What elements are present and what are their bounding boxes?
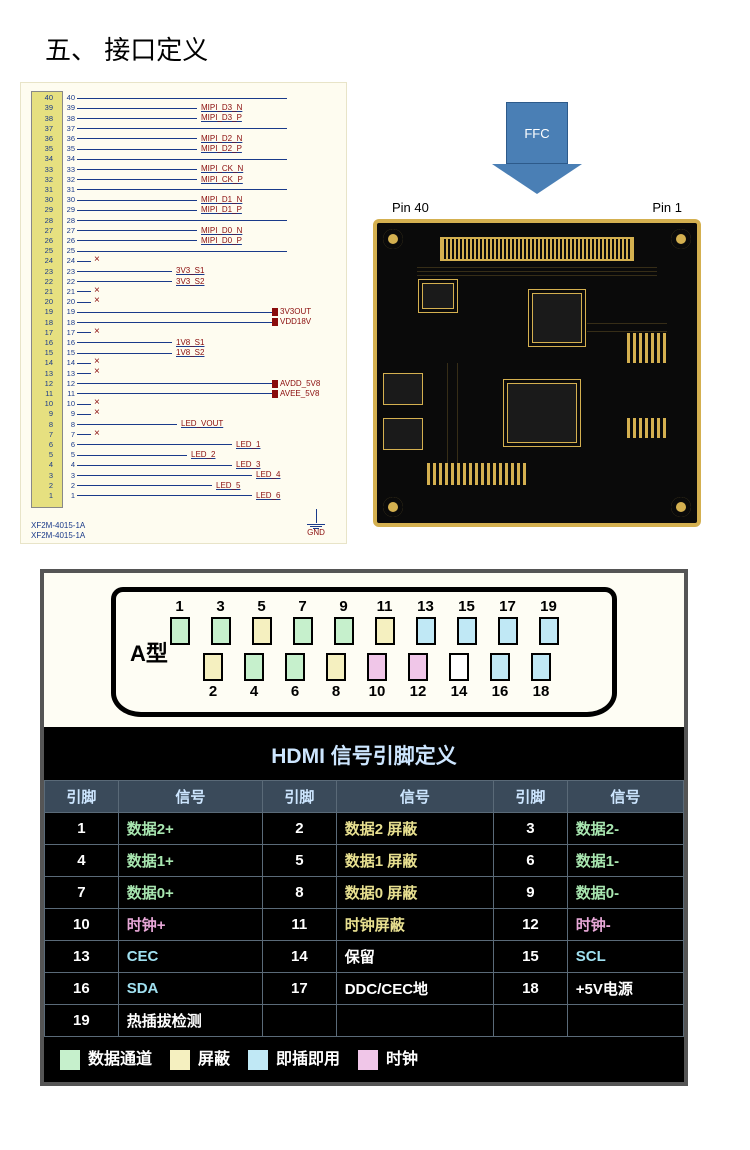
pin-row-39: 3939MIPI_D3_N bbox=[61, 103, 242, 113]
hdmi-col-header: 信号 bbox=[336, 781, 493, 813]
hdmi-pin-4: 4 bbox=[239, 651, 269, 700]
pin1-label: Pin 1 bbox=[652, 200, 682, 215]
hdmi-pin-17: 17 bbox=[493, 598, 523, 647]
hdmi-col-header: 信号 bbox=[567, 781, 683, 813]
hdmi-pin-13: 13 bbox=[411, 598, 441, 647]
hdmi-pin-18: 18 bbox=[526, 651, 556, 700]
pin-row-29: 2929MIPI_D1_P bbox=[61, 205, 242, 215]
pin40-label: Pin 40 bbox=[392, 200, 429, 215]
hdmi-pin-14: 14 bbox=[444, 651, 474, 700]
hdmi-pin-15: 15 bbox=[452, 598, 482, 647]
table-row: 1数据2+2数据2 屏蔽3数据2- bbox=[45, 813, 684, 845]
pin-row-13: 1313× bbox=[61, 368, 100, 378]
pin-row-4: 44LED_3 bbox=[61, 460, 260, 470]
hdmi-pin-1: 1 bbox=[165, 598, 195, 647]
pin-row-6: 66LED_1 bbox=[61, 440, 260, 450]
hdmi-pin-7: 7 bbox=[288, 598, 318, 647]
pin-row-38: 3838MIPI_D3_P bbox=[61, 113, 242, 123]
ffc-label: FFC bbox=[506, 102, 568, 164]
pin-row-17: 1717× bbox=[61, 328, 100, 338]
hdmi-pin-11: 11 bbox=[370, 598, 400, 647]
hdmi-legend: 数据通道屏蔽即插即用时钟 bbox=[44, 1037, 684, 1082]
hdmi-panel: A型 135791113151719 24681012141618 HDMI 信… bbox=[40, 569, 688, 1086]
pin-row-9: 99× bbox=[61, 409, 100, 419]
pin-row-22: 22223V3_S2 bbox=[61, 277, 204, 287]
pin-row-1: 11LED_6 bbox=[61, 491, 280, 501]
hdmi-pin-8: 8 bbox=[321, 651, 351, 700]
pin-row-5: 55LED_2 bbox=[61, 450, 215, 460]
pin-row-36: 3636MIPI_D2_N bbox=[61, 134, 242, 144]
pin-row-19: 19193V3OUT bbox=[61, 307, 311, 317]
pin-row-32: 3232MIPI_CK_P bbox=[61, 175, 243, 185]
legend-item: 即插即用 bbox=[246, 1045, 340, 1072]
pin-row-16: 16161V8_S1 bbox=[61, 338, 204, 348]
pin-row-31: 3131 bbox=[61, 185, 287, 195]
table-row: 10时钟+11时钟屏蔽12时钟- bbox=[45, 909, 684, 941]
hdmi-col-header: 引脚 bbox=[494, 781, 568, 813]
hdmi-col-header: 信号 bbox=[118, 781, 262, 813]
pin-row-23: 23233V3_S1 bbox=[61, 266, 204, 276]
pin-row-33: 3333MIPI_CK_N bbox=[61, 164, 243, 174]
pin-row-3: 33LED_4 bbox=[61, 470, 280, 480]
pin-row-7: 77× bbox=[61, 430, 100, 440]
pin-row-27: 2727MIPI_D0_N bbox=[61, 226, 242, 236]
pin-row-2: 22LED_5 bbox=[61, 481, 240, 491]
legend-item: 时钟 bbox=[356, 1045, 418, 1072]
hdmi-col-header: 引脚 bbox=[263, 781, 337, 813]
hdmi-pin-19: 19 bbox=[534, 598, 564, 647]
table-row: 13CEC14保留15SCL bbox=[45, 941, 684, 973]
pin-row-40: 4040 bbox=[61, 93, 287, 103]
hdmi-pin-9: 9 bbox=[329, 598, 359, 647]
hdmi-pin-3: 3 bbox=[206, 598, 236, 647]
pin-row-20: 2020× bbox=[61, 297, 100, 307]
gnd-symbol: GND bbox=[304, 509, 328, 537]
hdmi-pin-6: 6 bbox=[280, 651, 310, 700]
hdmi-pin-2: 2 bbox=[198, 651, 228, 700]
hdmi-connector-shell: A型 135791113151719 24681012141618 bbox=[111, 587, 617, 717]
page-title: 五、 接口定义 bbox=[45, 30, 730, 67]
pin-row-34: 3434 bbox=[61, 154, 287, 164]
schematic-diagram: 40403939MIPI_D3_N3838MIPI_D3_P37373636MI… bbox=[20, 82, 347, 544]
hdmi-pin-table: 引脚信号引脚信号引脚信号 1数据2+2数据2 屏蔽3数据2-4数据1+5数据1 … bbox=[44, 780, 684, 1037]
hdmi-pin-16: 16 bbox=[485, 651, 515, 700]
hdmi-pin-10: 10 bbox=[362, 651, 392, 700]
hdmi-pin-5: 5 bbox=[247, 598, 277, 647]
pcb-render bbox=[373, 219, 701, 527]
legend-item: 屏蔽 bbox=[168, 1045, 230, 1072]
pin-row-26: 2626MIPI_D0_P bbox=[61, 236, 242, 246]
pin-row-35: 3535MIPI_D2_P bbox=[61, 144, 242, 154]
pin-row-8: 88LED_VOUT bbox=[61, 419, 223, 429]
hdmi-pin-12: 12 bbox=[403, 651, 433, 700]
hdmi-type-label: A型 bbox=[130, 636, 168, 668]
table-row: 4数据1+5数据1 屏蔽6数据1- bbox=[45, 845, 684, 877]
pin-row-30: 3030MIPI_D1_N bbox=[61, 195, 242, 205]
pin-row-28: 2828 bbox=[61, 215, 287, 225]
ffc-arrow: FFC bbox=[492, 102, 582, 194]
pin-row-24: 2424× bbox=[61, 256, 100, 266]
table-row: 16SDA17DDC/CEC地18+5V电源 bbox=[45, 973, 684, 1005]
pin-row-15: 15151V8_S2 bbox=[61, 348, 204, 358]
hdmi-table-title: HDMI 信号引脚定义 bbox=[44, 730, 684, 780]
legend-item: 数据通道 bbox=[58, 1045, 152, 1072]
table-row: 7数据0+8数据0 屏蔽9数据0- bbox=[45, 877, 684, 909]
hdmi-col-header: 引脚 bbox=[45, 781, 119, 813]
pin-row-37: 3737 bbox=[61, 124, 287, 134]
pin-row-12: 1212AVDD_5V8 bbox=[61, 379, 320, 389]
part-reference: XF2M-4015-1A XF2M-4015-1A bbox=[31, 521, 85, 541]
table-row: 19热插拔检测 bbox=[45, 1005, 684, 1037]
